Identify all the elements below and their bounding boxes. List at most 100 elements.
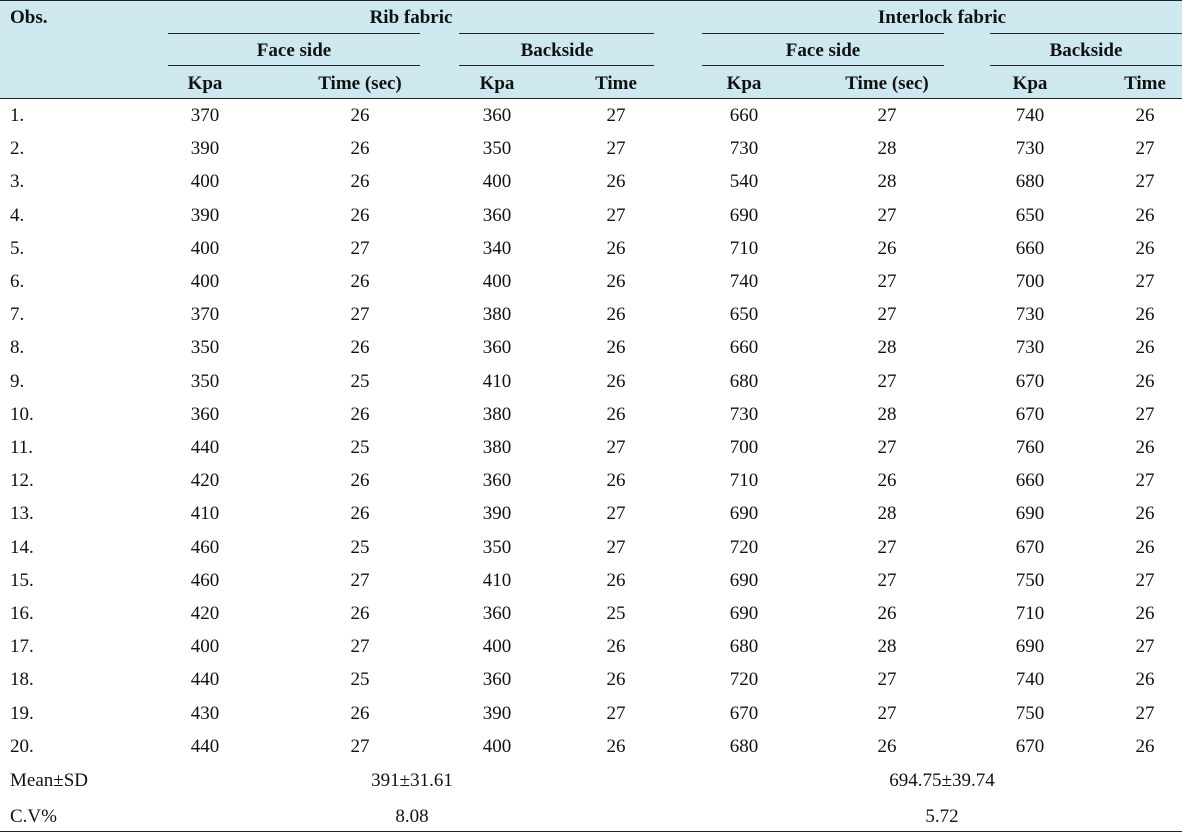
row-label: 4. bbox=[10, 205, 25, 226]
table-cell: 430 bbox=[190, 703, 220, 724]
table-cell: 650 bbox=[1015, 205, 1045, 226]
table-cell: 390 bbox=[190, 138, 220, 159]
subgroup-rule bbox=[459, 33, 654, 34]
table-cell: 360 bbox=[482, 669, 512, 690]
table-cell: 26 bbox=[606, 570, 626, 591]
table-cell: 27 bbox=[606, 503, 626, 524]
table-cell: 26 bbox=[1135, 503, 1155, 524]
table-cell: 26 bbox=[606, 304, 626, 325]
table-cell: 400 bbox=[190, 171, 220, 192]
row-label: 13. bbox=[10, 503, 34, 524]
table-cell: 400 bbox=[190, 238, 220, 259]
table-cell: 26 bbox=[877, 238, 897, 259]
table-cell: 27 bbox=[877, 271, 897, 292]
row-label: 19. bbox=[10, 703, 34, 724]
table-cell: 670 bbox=[1015, 736, 1045, 757]
table-cell: 360 bbox=[482, 337, 512, 358]
table-cell: 340 bbox=[482, 238, 512, 259]
table-cell: 27 bbox=[606, 537, 626, 558]
column-header: Time (sec) bbox=[845, 73, 929, 94]
table-cell: 710 bbox=[729, 470, 759, 491]
table-cell: 360 bbox=[482, 470, 512, 491]
column-header: Kpa bbox=[479, 73, 515, 94]
table-cell: 27 bbox=[877, 703, 897, 724]
table-cell: 670 bbox=[1015, 404, 1045, 425]
column-header: Kpa bbox=[1012, 73, 1048, 94]
table-cell: 28 bbox=[877, 636, 897, 657]
table-cell: 380 bbox=[482, 304, 512, 325]
table-cell: 27 bbox=[350, 570, 370, 591]
table-cell: 690 bbox=[729, 205, 759, 226]
row-label: 7. bbox=[10, 304, 25, 325]
row-label: 10. bbox=[10, 404, 34, 425]
column-rule-interlock-face bbox=[702, 65, 944, 66]
table-cell: 26 bbox=[606, 669, 626, 690]
row-label: 11. bbox=[10, 437, 34, 458]
table-cell: 440 bbox=[190, 437, 220, 458]
subgroup-header: Backside bbox=[520, 40, 594, 61]
table-cell: 26 bbox=[877, 603, 897, 624]
table-cell: 740 bbox=[729, 271, 759, 292]
table-cell: 26 bbox=[606, 371, 626, 392]
table-cell: 28 bbox=[877, 337, 897, 358]
table-cell: 680 bbox=[729, 736, 759, 757]
table-cell: 27 bbox=[877, 304, 897, 325]
table-cell: 26 bbox=[350, 205, 370, 226]
table-cell: 390 bbox=[482, 703, 512, 724]
table-cell: 26 bbox=[606, 470, 626, 491]
summary-label: Mean±SD bbox=[10, 770, 88, 791]
table-cell: 390 bbox=[190, 205, 220, 226]
table-cell: 25 bbox=[606, 603, 626, 624]
table-cell: 660 bbox=[729, 105, 759, 126]
table-cell: 25 bbox=[350, 669, 370, 690]
table-cell: 380 bbox=[482, 437, 512, 458]
table-cell: 27 bbox=[1135, 271, 1155, 292]
table-cell: 27 bbox=[877, 570, 897, 591]
table-cell: 540 bbox=[729, 171, 759, 192]
table-cell: 440 bbox=[190, 736, 220, 757]
summary-interlock: 694.75±39.74 bbox=[889, 770, 995, 791]
table-cell: 750 bbox=[1015, 570, 1045, 591]
subgroup-rule bbox=[990, 33, 1182, 34]
table-cell: 700 bbox=[1015, 271, 1045, 292]
table-cell: 740 bbox=[1015, 669, 1045, 690]
table-cell: 26 bbox=[1135, 537, 1155, 558]
table-cell: 360 bbox=[482, 205, 512, 226]
table-top-rule bbox=[0, 0, 1182, 1]
row-label: 17. bbox=[10, 636, 34, 657]
header-bottom-rule bbox=[0, 98, 1182, 99]
table-cell: 690 bbox=[729, 570, 759, 591]
table-cell: 370 bbox=[190, 304, 220, 325]
row-label: 8. bbox=[10, 337, 25, 358]
obs-header: Obs. bbox=[10, 7, 48, 28]
table-cell: 26 bbox=[350, 171, 370, 192]
table-cell: 720 bbox=[729, 669, 759, 690]
table-cell: 26 bbox=[606, 171, 626, 192]
table-cell: 27 bbox=[350, 304, 370, 325]
table-cell: 27 bbox=[606, 437, 626, 458]
column-header: Time (sec) bbox=[318, 73, 402, 94]
table-cell: 410 bbox=[482, 371, 512, 392]
group-header: Rib fabric bbox=[369, 7, 453, 28]
table-cell: 660 bbox=[1015, 238, 1045, 259]
table-cell: 400 bbox=[190, 636, 220, 657]
table-cell: 26 bbox=[1135, 736, 1155, 757]
table-cell: 26 bbox=[350, 271, 370, 292]
table-cell: 700 bbox=[729, 437, 759, 458]
table-cell: 26 bbox=[606, 271, 626, 292]
table-cell: 27 bbox=[1135, 703, 1155, 724]
table-cell: 400 bbox=[482, 271, 512, 292]
row-label: 16. bbox=[10, 603, 34, 624]
table-cell: 370 bbox=[190, 105, 220, 126]
table-cell: 26 bbox=[1135, 205, 1155, 226]
table-cell: 420 bbox=[190, 603, 220, 624]
table-cell: 26 bbox=[1135, 371, 1155, 392]
table-cell: 400 bbox=[482, 736, 512, 757]
table-cell: 27 bbox=[877, 437, 897, 458]
table-cell: 730 bbox=[1015, 138, 1045, 159]
table-cell: 26 bbox=[1135, 337, 1155, 358]
table-cell: 26 bbox=[350, 138, 370, 159]
row-label: 2. bbox=[10, 138, 25, 159]
summary-rib: 8.08 bbox=[395, 806, 429, 827]
table-cell: 26 bbox=[606, 736, 626, 757]
